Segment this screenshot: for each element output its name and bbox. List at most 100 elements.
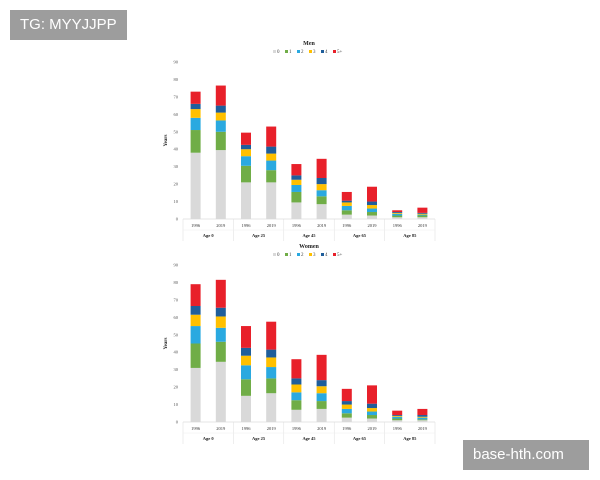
bar-segment-1 bbox=[367, 212, 377, 216]
bar-segment-2 bbox=[266, 367, 277, 379]
bar-segment-3 bbox=[266, 357, 277, 368]
bar-segment-5+ bbox=[392, 410, 403, 416]
bar-segment-2 bbox=[291, 184, 302, 192]
bar-segment-0 bbox=[417, 420, 428, 422]
watermark-bottom-right: base-hth.com bbox=[463, 440, 589, 470]
bar-segment-2 bbox=[190, 326, 201, 344]
bar-segment-3 bbox=[341, 202, 352, 206]
bar-segment-4 bbox=[417, 415, 428, 417]
bar-segment-2 bbox=[392, 416, 403, 419]
bar-segment-1 bbox=[241, 165, 251, 183]
year-tick-label: 2019 bbox=[216, 426, 226, 431]
y-tick-label: 20 bbox=[174, 182, 179, 187]
bar-segment-4 bbox=[392, 212, 403, 213]
bar-segment-3 bbox=[215, 316, 226, 328]
y-tick-label: 0 bbox=[176, 420, 179, 425]
bar-segment-1 bbox=[417, 215, 428, 218]
legend-swatch-5+ bbox=[333, 50, 336, 53]
bar-segment-3 bbox=[417, 213, 428, 215]
y-tick-label: 30 bbox=[174, 367, 179, 372]
bar-segment-2 bbox=[215, 327, 226, 342]
bar-segment-4 bbox=[367, 403, 377, 409]
bar-segment-3 bbox=[190, 109, 201, 118]
legend-swatch-2 bbox=[297, 253, 300, 256]
bar-segment-2 bbox=[392, 213, 403, 216]
bar-segment-0 bbox=[190, 367, 201, 422]
bar-segment-5+ bbox=[392, 210, 403, 213]
legend-label-0: 0 bbox=[277, 50, 280, 55]
bar-segment-5+ bbox=[316, 354, 327, 381]
bar-segment-2 bbox=[417, 214, 428, 216]
bar-segment-4 bbox=[241, 347, 251, 356]
legend-swatch-4 bbox=[321, 253, 324, 256]
legend-label-5+: 5+ bbox=[337, 253, 343, 258]
bar-segment-1 bbox=[417, 419, 428, 421]
bar-segment-4 bbox=[341, 401, 352, 405]
bar-segment-5+ bbox=[266, 321, 277, 350]
group-label: Age 65 bbox=[353, 233, 367, 238]
bar-segment-3 bbox=[215, 112, 226, 121]
year-tick-label: 1996 bbox=[292, 223, 302, 228]
y-axis-label: Years bbox=[164, 134, 169, 146]
bar-segment-5+ bbox=[417, 408, 428, 416]
bar-segment-2 bbox=[266, 160, 277, 171]
bar-segment-0 bbox=[215, 150, 226, 219]
group-label: Age 0 bbox=[203, 233, 215, 238]
bar-segment-2 bbox=[341, 205, 352, 211]
year-tick-label: 1996 bbox=[242, 223, 252, 228]
legend-label-1: 1 bbox=[289, 253, 292, 258]
bar-segment-5+ bbox=[190, 91, 201, 104]
bar-segment-0 bbox=[392, 217, 403, 219]
y-tick-label: 50 bbox=[174, 332, 179, 337]
bar-segment-1 bbox=[291, 191, 302, 203]
bar-segment-1 bbox=[291, 400, 302, 410]
bar-segment-2 bbox=[367, 411, 377, 416]
legend-swatch-3 bbox=[309, 253, 312, 256]
bar-segment-1 bbox=[190, 343, 201, 368]
bar-segment-3 bbox=[291, 179, 302, 185]
bar-segment-3 bbox=[367, 408, 377, 412]
year-tick-label: 1996 bbox=[242, 426, 252, 431]
group-label: Age 25 bbox=[252, 233, 266, 238]
y-tick-label: 90 bbox=[174, 263, 179, 268]
bar-segment-4 bbox=[392, 415, 403, 416]
bar-segment-4 bbox=[316, 380, 327, 387]
legend-swatch-2 bbox=[297, 50, 300, 53]
bar-segment-2 bbox=[291, 392, 302, 401]
year-tick-label: 2019 bbox=[418, 426, 428, 431]
bar-segment-5+ bbox=[341, 388, 352, 402]
bar-segment-3 bbox=[341, 404, 352, 409]
bar-segment-0 bbox=[266, 182, 277, 219]
year-tick-label: 2019 bbox=[267, 426, 277, 431]
bar-segment-5+ bbox=[316, 158, 327, 179]
bar-segment-0 bbox=[215, 361, 226, 422]
y-tick-label: 20 bbox=[174, 385, 179, 390]
bar-segment-0 bbox=[316, 204, 327, 219]
bar-segment-1 bbox=[341, 413, 352, 418]
y-tick-label: 80 bbox=[174, 77, 179, 82]
bar-segment-3 bbox=[190, 314, 201, 327]
bar-segment-1 bbox=[392, 418, 403, 421]
y-tick-label: 40 bbox=[174, 350, 179, 355]
bar-segment-5+ bbox=[266, 126, 277, 147]
bar-segment-1 bbox=[316, 196, 327, 205]
bar-segment-3 bbox=[392, 415, 403, 417]
legend-label-5+: 5+ bbox=[337, 50, 343, 55]
year-tick-label: 1996 bbox=[393, 223, 403, 228]
group-label: Age 45 bbox=[302, 436, 316, 441]
bar-segment-4 bbox=[291, 175, 302, 180]
bar-segment-4 bbox=[190, 305, 201, 315]
year-tick-label: 1996 bbox=[342, 426, 352, 431]
legend-label-2: 2 bbox=[301, 50, 304, 55]
legend-label-3: 3 bbox=[313, 253, 316, 258]
chart-title: Women bbox=[299, 244, 319, 250]
year-tick-label: 2019 bbox=[317, 426, 327, 431]
bar-segment-4 bbox=[266, 349, 277, 358]
bar-segment-2 bbox=[417, 417, 428, 420]
legend-label-2: 2 bbox=[301, 253, 304, 258]
bar-segment-0 bbox=[392, 420, 403, 422]
bar-segment-5+ bbox=[367, 385, 377, 404]
bar-segment-4 bbox=[341, 200, 352, 203]
year-tick-label: 1996 bbox=[191, 426, 201, 431]
bar-segment-5+ bbox=[291, 359, 302, 379]
